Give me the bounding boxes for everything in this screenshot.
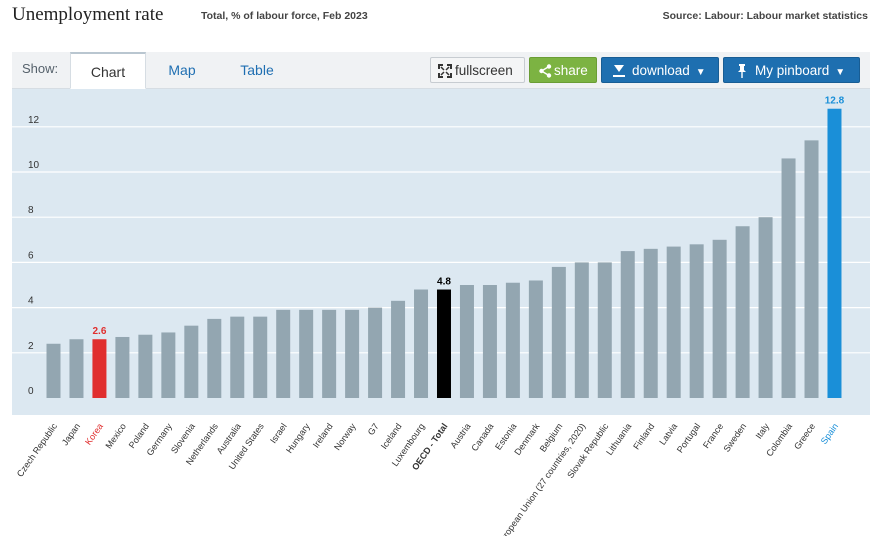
bar-ireland[interactable] — [322, 309, 337, 398]
x-tick-label: Austria — [448, 421, 472, 450]
bar-denmark[interactable] — [528, 280, 543, 398]
x-tick-label: Poland — [127, 421, 151, 450]
bar-slovenia[interactable] — [184, 325, 199, 398]
bar-european-union-27-countries-2020[interactable] — [574, 262, 589, 398]
page-title: Unemployment rate — [12, 4, 164, 25]
bar-belgium[interactable] — [551, 266, 566, 398]
y-tick-label: 12 — [28, 115, 40, 126]
y-tick-label: 2 — [28, 341, 34, 352]
x-tick-label: Japan — [60, 421, 82, 447]
download-label: download — [632, 63, 690, 78]
bar-canada[interactable] — [482, 285, 497, 398]
x-tick-label: Norway — [332, 421, 358, 452]
x-tick-label: Spain — [819, 421, 840, 446]
bar-slovak-republic[interactable] — [597, 262, 612, 398]
bar-poland[interactable] — [138, 334, 153, 398]
download-button[interactable]: download ▼ — [601, 57, 719, 83]
bar-greece[interactable] — [804, 140, 819, 399]
data-label: 2.6 — [92, 326, 106, 337]
y-tick-label: 6 — [28, 250, 34, 261]
bar-norway[interactable] — [345, 309, 360, 398]
chart-toolbar: Show: Chart Map Table fullscreen share d… — [12, 52, 870, 89]
bar-germany[interactable] — [161, 332, 176, 398]
y-tick-label: 8 — [28, 205, 34, 216]
x-tick-label: Hungary — [284, 421, 312, 455]
bar-lithuania[interactable] — [620, 251, 635, 398]
x-tick-label: Portugal — [675, 421, 702, 454]
tab-table[interactable]: Table — [240, 62, 274, 78]
y-tick-label: 0 — [28, 386, 34, 397]
bar-israel[interactable] — [276, 309, 291, 398]
bar-portugal[interactable] — [689, 244, 704, 398]
bar-latvia[interactable] — [666, 246, 681, 398]
bar-spain[interactable] — [827, 108, 842, 398]
tab-chart[interactable]: Chart — [70, 52, 146, 89]
share-button[interactable]: share — [529, 57, 597, 83]
x-tick-label: Ireland — [311, 421, 335, 449]
source-link[interactable]: Source: Labour: Labour market statistics — [662, 10, 868, 22]
bar-hungary[interactable] — [299, 309, 314, 398]
x-tick-label: Latvia — [657, 421, 679, 446]
my-pinboard-button[interactable]: My pinboard ▼ — [723, 57, 860, 83]
fullscreen-icon — [438, 64, 452, 78]
download-icon — [613, 65, 625, 77]
x-tick-label: Israel — [268, 421, 289, 445]
share-icon — [539, 64, 552, 78]
x-tick-label: Italy — [754, 421, 772, 441]
data-label: 4.8 — [437, 277, 451, 288]
x-tick-label: Mexico — [104, 421, 129, 450]
y-tick-label: 10 — [28, 160, 40, 171]
bar-estonia[interactable] — [505, 282, 520, 398]
share-label: share — [554, 63, 588, 78]
bar-colombia[interactable] — [781, 158, 796, 398]
x-tick-label: Sweden — [721, 421, 748, 453]
bar-g7[interactable] — [368, 307, 383, 398]
bar-austria[interactable] — [459, 285, 474, 398]
pin-icon — [738, 64, 746, 78]
x-tick-label: Korea — [83, 421, 105, 446]
x-tick-label: Greece — [792, 421, 817, 451]
tab-map[interactable]: Map — [168, 62, 196, 78]
bar-netherlands[interactable] — [207, 318, 222, 398]
chevron-down-icon: ▼ — [835, 67, 846, 78]
chevron-down-icon: ▼ — [695, 67, 706, 78]
x-tick-label: Finland — [631, 421, 656, 451]
fullscreen-button[interactable]: fullscreen — [430, 57, 525, 83]
y-tick-label: 4 — [28, 296, 34, 307]
bar-united-states[interactable] — [253, 316, 268, 398]
data-label: 12.8 — [825, 96, 845, 107]
bar-sweden[interactable] — [735, 226, 750, 398]
x-tick-label: France — [701, 421, 725, 450]
my-pinboard-label: My pinboard — [755, 63, 830, 78]
title-row: Unemployment rate Total, % of labour for… — [12, 4, 872, 30]
x-tick-label: G7 — [366, 421, 381, 437]
fullscreen-label: fullscreen — [455, 63, 513, 78]
bar-japan[interactable] — [69, 339, 84, 398]
bar-luxembourg[interactable] — [414, 289, 429, 398]
bar-italy[interactable] — [758, 217, 773, 398]
bar-oecd-total[interactable] — [436, 289, 451, 398]
bar-finland[interactable] — [643, 248, 658, 398]
bar-korea[interactable] — [92, 339, 107, 398]
x-tick-label: Canada — [469, 421, 495, 453]
chart-subtitle: Total, % of labour force, Feb 2023 — [201, 10, 368, 22]
bar-france[interactable] — [712, 239, 727, 398]
show-label: Show: — [22, 61, 59, 76]
bar-iceland[interactable] — [391, 300, 406, 398]
bar-mexico[interactable] — [115, 336, 130, 398]
bar-czech-republic[interactable] — [46, 343, 61, 398]
bar-australia[interactable] — [230, 316, 245, 398]
x-tick-label: Czech Republic — [15, 421, 60, 479]
